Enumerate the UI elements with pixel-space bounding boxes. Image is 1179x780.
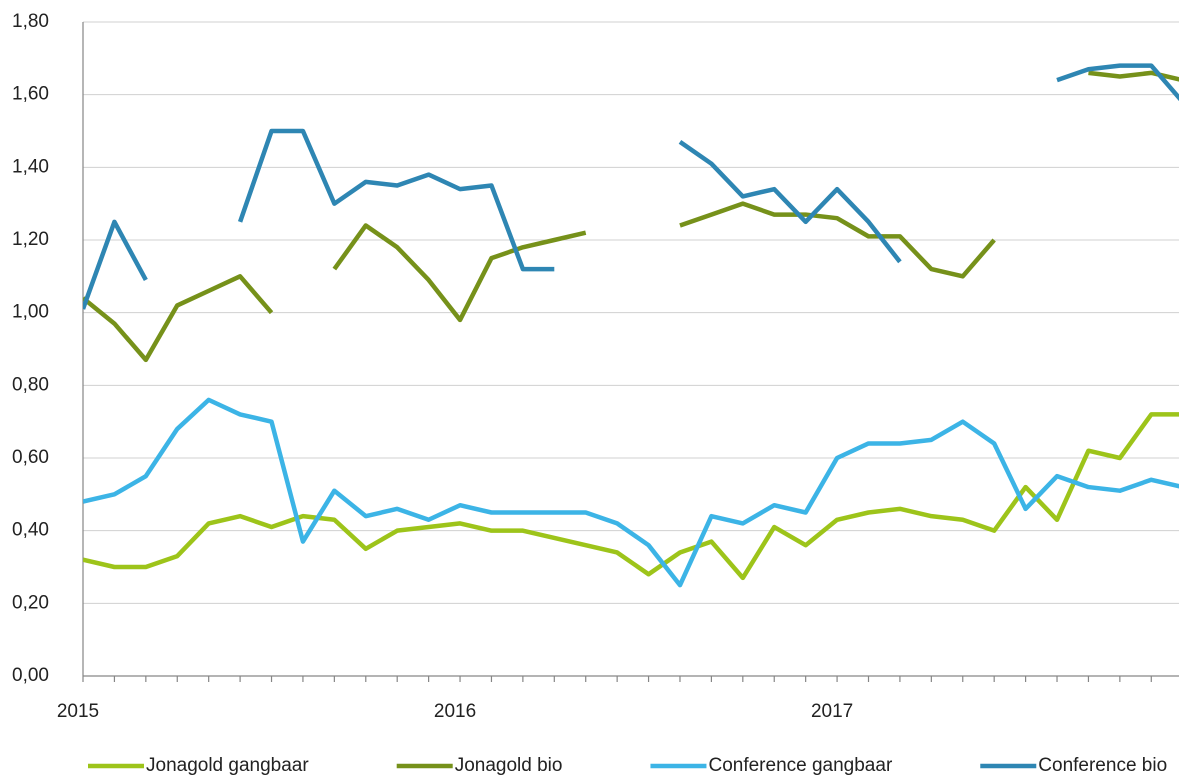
y-tick-label: 0,80 xyxy=(12,374,49,395)
legend-label: Jonagold bio xyxy=(455,755,563,776)
y-tick-label: 0,00 xyxy=(12,665,49,686)
series-line xyxy=(83,397,1179,588)
legend-label: Jonagold gangbaar xyxy=(146,755,309,776)
y-tick-label: 0,40 xyxy=(12,520,49,541)
x-tick-label: 2015 xyxy=(57,701,99,722)
series-line xyxy=(83,70,1179,363)
y-tick-label: 0,60 xyxy=(12,447,49,468)
y-tick-label: 1,00 xyxy=(12,302,49,323)
y-tick-label: 0,20 xyxy=(12,592,49,613)
y-tick-label: 1,80 xyxy=(12,11,49,32)
legend-label: Conference bio xyxy=(1038,755,1167,776)
series-line xyxy=(83,63,1179,310)
x-tick-label: 2017 xyxy=(811,701,853,722)
y-tick-label: 1,60 xyxy=(12,84,49,105)
x-tick-label: 2016 xyxy=(434,701,476,722)
y-tick-label: 1,40 xyxy=(12,156,49,177)
y-tick-label: 1,20 xyxy=(12,229,49,250)
series-line xyxy=(83,412,1179,581)
plot-area xyxy=(83,63,1179,588)
legend-label: Conference gangbaar xyxy=(708,755,892,776)
